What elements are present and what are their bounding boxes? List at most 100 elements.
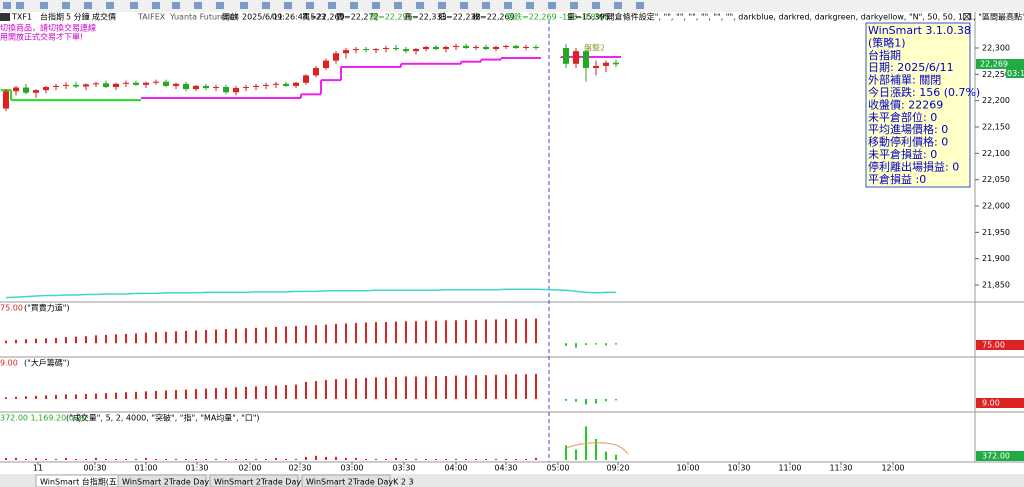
panel-bar (245, 458, 247, 460)
info-line: 未平倉部位: 0 (868, 110, 937, 124)
panel-bar (295, 384, 297, 399)
panel-bar (135, 333, 137, 344)
panel-bar (35, 395, 37, 399)
panel-bar (5, 340, 7, 344)
panel-bar (195, 330, 197, 344)
x-tick-label: 11 (33, 464, 43, 473)
tab[interactable] (209, 474, 299, 487)
candle-body (383, 48, 389, 50)
panel-bar (375, 322, 377, 344)
candle-body (63, 84, 69, 86)
candle-body (13, 87, 19, 92)
panel-bar (95, 457, 97, 460)
tab[interactable] (117, 474, 207, 487)
panel-bar (305, 325, 307, 344)
panel-bar (265, 458, 267, 460)
panel-bar (235, 328, 237, 344)
candle-body (53, 85, 59, 87)
panel-bar (575, 399, 577, 402)
candle-body (413, 49, 419, 52)
panel-bar (525, 458, 527, 460)
status-item: 開=22,296 (370, 13, 413, 22)
panel-bar (515, 374, 517, 399)
panel-bar (45, 395, 47, 399)
status-item: TXF1 (11, 13, 32, 22)
x-tick-label: 00:30 (83, 464, 106, 473)
panel-bar (15, 339, 17, 344)
candle-body (113, 83, 119, 87)
tab-label: WinSmart 2Trade DayK 2 3 (306, 478, 414, 487)
panel-bar (485, 375, 487, 399)
panel-bar (205, 458, 207, 460)
panel-bar (235, 458, 237, 460)
close-button[interactable]: ⊠ (962, 10, 971, 23)
x-tick-label: 11:00 (778, 464, 801, 473)
panel-bar (65, 394, 67, 399)
candle-body (93, 83, 99, 85)
panel-bar (315, 325, 317, 344)
panel-bar (435, 376, 437, 399)
panel-bar (175, 331, 177, 344)
x-tick-label: 01:00 (134, 464, 157, 473)
candle-body (273, 83, 279, 85)
panel-bar (325, 380, 327, 399)
panel-bar (355, 457, 357, 460)
panel-bar (185, 330, 187, 344)
status-item: 2025/6/11 (242, 13, 283, 22)
panel-bar (75, 336, 77, 344)
candle-body (333, 53, 339, 61)
panel-bar (365, 377, 367, 399)
panel-bar (535, 457, 537, 460)
panel-bar (65, 457, 67, 460)
info-line: WinSmart 3.1.0.38 (868, 24, 971, 37)
panel-bar (155, 390, 157, 399)
panel-bar (255, 386, 257, 399)
tab[interactable] (301, 474, 391, 487)
panel-bar (105, 334, 107, 344)
plot-area (0, 12, 975, 462)
panel-bar (385, 377, 387, 399)
candle-body (533, 46, 539, 48)
panel-bar (145, 457, 147, 460)
info-line: 外部補單: 關閉 (868, 73, 941, 87)
panel-bar (535, 373, 537, 399)
panel-bar (355, 378, 357, 399)
panel-bar (615, 343, 617, 345)
panel-bar (585, 343, 587, 345)
panel-bar (175, 458, 177, 460)
status-item: Yuanta Futures64 (169, 13, 239, 22)
candle-body (463, 45, 469, 48)
info-box (865, 22, 971, 188)
panel-bar (25, 339, 27, 344)
panel-right-value: 9.00 (982, 399, 1000, 408)
panel-bar (35, 338, 37, 344)
panel-bar (175, 390, 177, 399)
x-tick-label: 04:30 (494, 464, 517, 473)
tab-label: WinSmart 台指期(五) 1 (40, 477, 128, 487)
panel-bar (395, 376, 397, 399)
info-line: 平倉損益 :0 (868, 172, 926, 186)
panel-bar (5, 457, 7, 460)
panel-bar (315, 381, 317, 399)
panel-bar (435, 320, 437, 344)
panel-bar (55, 458, 57, 460)
panel-bar (165, 390, 167, 399)
panel-bar (465, 319, 467, 344)
panel-bar (595, 439, 597, 460)
panel-bar (185, 389, 187, 399)
panel-bar (135, 391, 137, 399)
panel-bar (375, 377, 377, 399)
candle-body (363, 49, 369, 51)
candle-body (303, 75, 309, 83)
info-line: (策略1) (868, 35, 906, 49)
panel-bar (505, 374, 507, 399)
panel-bar (75, 458, 77, 460)
panel-bar (335, 323, 337, 344)
panel-bar (245, 328, 247, 344)
candle-body (143, 82, 149, 85)
panel-bar (185, 458, 187, 460)
candle-body (583, 51, 589, 69)
panel-bar (155, 332, 157, 344)
panel-bar (485, 319, 487, 344)
candle-body (603, 62, 609, 66)
